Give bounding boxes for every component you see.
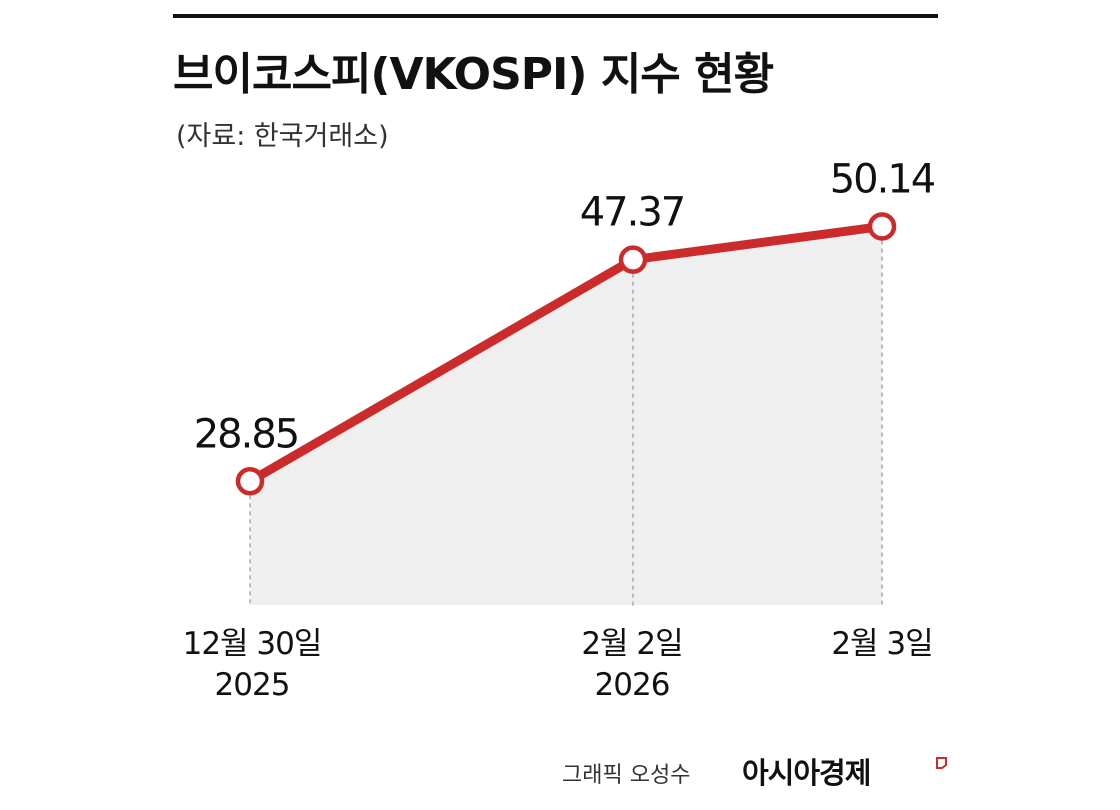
x-tick-label-1-line-0: 2월 2일 <box>581 626 682 662</box>
brand-mark-icon <box>936 757 947 769</box>
chart-source: (자료: 한국거래소) <box>176 121 389 152</box>
graphic-credit: 그래픽 오성수 <box>562 763 691 788</box>
top-rule <box>173 14 938 18</box>
area-fill <box>250 226 882 606</box>
data-label-0: 28.85 <box>194 411 299 457</box>
x-tick-label-2: 2월 3일 <box>831 626 932 662</box>
brand-logo: 아시아경제 <box>742 756 871 790</box>
x-tick-label-0-line-1: 2025 <box>215 667 290 703</box>
chart-title: 브이코스피(VKOSPI) 지수 현황 <box>173 49 774 100</box>
data-label-2: 50.14 <box>830 156 935 202</box>
data-label-1: 47.37 <box>580 190 685 236</box>
data-point-0 <box>235 467 265 496</box>
data-point-1 <box>618 245 648 274</box>
data-point-2 <box>867 212 897 241</box>
x-tick-label-0-line-0: 12월 30일 <box>183 626 322 662</box>
x-tick-label-1-line-1: 2026 <box>595 667 670 703</box>
